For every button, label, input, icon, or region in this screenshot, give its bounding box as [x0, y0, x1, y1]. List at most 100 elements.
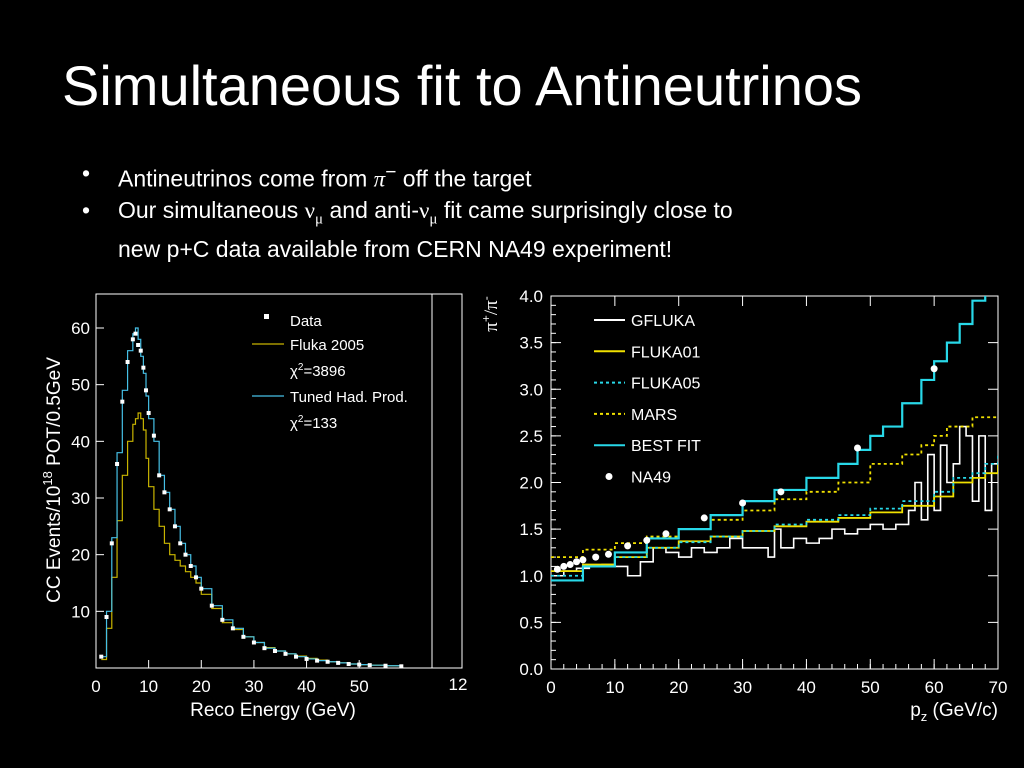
- nu-symbol: ν: [304, 197, 316, 223]
- x-tick-label: 10: [139, 677, 158, 696]
- data-point: [230, 626, 235, 631]
- x-tick-label: 70: [989, 678, 1008, 697]
- legend-stat: χ2=133: [290, 414, 337, 432]
- bullet-text: off the target: [396, 165, 532, 192]
- data-point: [146, 411, 151, 415]
- data-point: [188, 564, 193, 568]
- x-axis-label-part: (GeV/c): [927, 700, 998, 721]
- legend-label: BEST FIT: [631, 438, 701, 455]
- data-point: [141, 365, 146, 370]
- data-point: [178, 541, 183, 546]
- x-axis-label: Reco Energy (GeV): [190, 700, 356, 721]
- plot-frame: [95, 293, 463, 669]
- data-point: [325, 659, 330, 664]
- fluka01-line: [551, 463, 998, 572]
- x-tick-label: 50: [861, 678, 880, 697]
- legend-label: NA49: [631, 470, 671, 487]
- gfluka-line: [551, 425, 998, 577]
- y-axis-label-part: POT/0.5GeV: [44, 357, 65, 471]
- slide-title: Simultaneous fit to Antineutrinos: [62, 54, 863, 117]
- legend-stat-part: =133: [303, 415, 337, 432]
- data-point: [294, 654, 299, 659]
- y-tick-label: 30: [71, 489, 90, 508]
- data-point: [241, 634, 246, 639]
- bullet-list: • Antineutrinos come from π− off the tar…: [82, 158, 982, 264]
- legend-stat-sup: 2: [298, 362, 304, 373]
- data-point: [209, 603, 214, 608]
- data-point: [144, 388, 149, 393]
- x-tick-label: 30: [244, 677, 263, 696]
- na49-point: [566, 561, 574, 569]
- data-point: [162, 490, 167, 495]
- legend-label: Data: [290, 313, 322, 330]
- x-tick-label: 40: [297, 677, 316, 696]
- legend-stat: χ2=3896: [290, 362, 346, 380]
- y-axis-label: π+/π-: [479, 296, 502, 331]
- y-tick-label: 4.0: [519, 287, 543, 306]
- na49-point: [624, 542, 632, 550]
- y-axis-label-sup: -: [479, 296, 493, 300]
- legend-label: FLUKA01: [631, 344, 700, 361]
- y-tick-label: 20: [71, 546, 90, 565]
- data-point: [336, 660, 341, 665]
- y-tick-label: 0.0: [519, 660, 543, 679]
- x-axis-label-part: p: [910, 700, 921, 721]
- y-tick-label: 40: [71, 432, 90, 451]
- data-point: [120, 399, 125, 404]
- data-point: [115, 462, 120, 466]
- y-tick-label: 50: [71, 376, 90, 395]
- y-tick-label: 60: [71, 319, 90, 338]
- na49-point: [592, 553, 600, 561]
- data-point: [151, 433, 156, 438]
- x-tick-label: 60: [925, 678, 944, 697]
- mars-line: [551, 416, 998, 558]
- bullet-text: and anti-: [323, 196, 419, 223]
- y-tick-label: 10: [71, 602, 90, 621]
- x-axis-label-sub: z: [921, 709, 928, 724]
- y-axis-label-part: /π: [481, 300, 502, 315]
- mu-subscript: μ: [429, 211, 438, 228]
- data-point: [109, 541, 114, 546]
- y-tick-label: 2.5: [519, 427, 543, 446]
- bullet-text-line2: new p+C data available from CERN NA49 ex…: [118, 236, 673, 263]
- bullet-text: fit came surprisingly close to: [437, 196, 733, 223]
- y-tick-label: 0.5: [519, 613, 543, 632]
- data-point: [272, 649, 277, 653]
- bullet-item-1: • Antineutrinos come from π− off the tar…: [82, 158, 982, 195]
- na49-point: [739, 499, 747, 507]
- y-axis-label-part: CC Events/10: [44, 486, 65, 603]
- bullet-marker: •: [82, 196, 91, 223]
- data-point: [138, 348, 143, 353]
- legend-marker: [264, 314, 269, 319]
- data-point: [183, 552, 188, 557]
- na49-point: [662, 530, 670, 538]
- fluka05-line: [551, 454, 998, 577]
- na49-point: [579, 556, 587, 564]
- bullet-text: Antineutrinos come from: [118, 165, 374, 192]
- x-tick-label: 0: [546, 678, 555, 697]
- y-tick-label: 1.0: [519, 567, 543, 586]
- na49-point: [777, 488, 785, 496]
- data-point: [167, 507, 172, 512]
- data-point: [130, 337, 135, 342]
- pion-charge: −: [385, 162, 397, 183]
- data-point: [194, 575, 199, 580]
- legend-label: FLUKA05: [631, 376, 700, 393]
- y-tick-label: 2.0: [519, 474, 543, 493]
- x-tick-label: 10: [605, 678, 624, 697]
- na49-point: [643, 536, 651, 544]
- y-tick-label: 3.0: [519, 380, 543, 399]
- legend-stat-sup: 2: [298, 414, 304, 425]
- data-point: [133, 331, 138, 336]
- data-point: [99, 654, 104, 659]
- na49-point: [553, 565, 561, 573]
- x-tick-label: 12: [449, 675, 468, 694]
- x-tick-label: 30: [733, 678, 752, 697]
- na49-point: [560, 562, 568, 570]
- legend-label: GFLUKA: [631, 313, 695, 330]
- data-point: [136, 343, 141, 347]
- na49-point: [573, 558, 581, 566]
- best-fit-line: [551, 296, 987, 582]
